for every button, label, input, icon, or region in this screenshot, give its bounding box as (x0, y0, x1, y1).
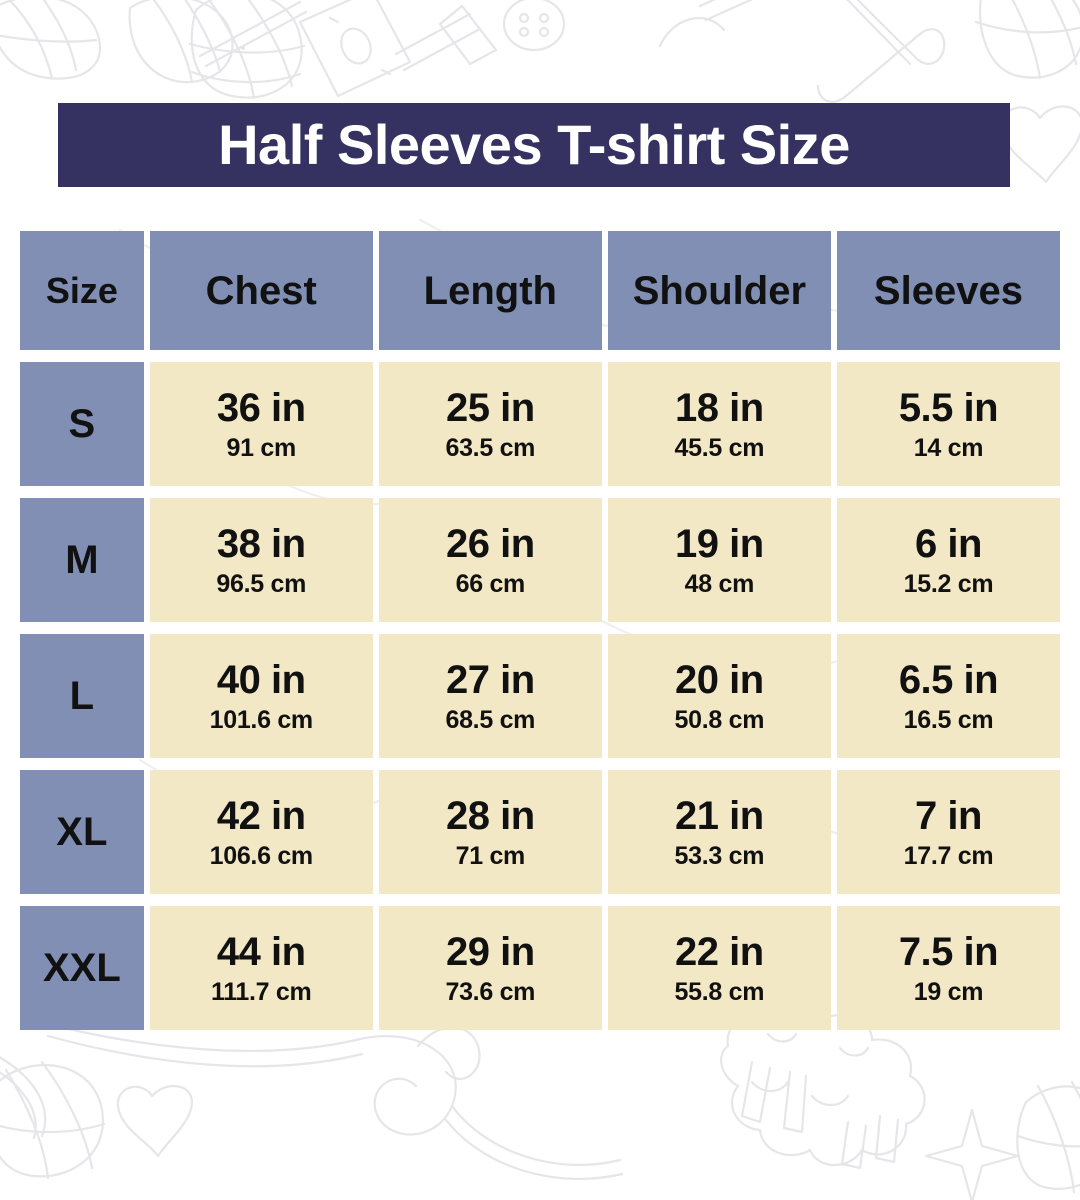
value-inches: 44 in (216, 929, 306, 974)
value-centimeters: 101.6 cm (209, 705, 314, 734)
value-inches: 40 in (216, 657, 306, 702)
yarn-ball-icon (188, 0, 306, 100)
cell-m-shoulder: 19 in 48 cm (607, 498, 831, 622)
table-row: XL 42 in 106.6 cm 28 in 71 cm 21 in 53.3… (20, 770, 1060, 894)
value-centimeters: 16.5 cm (903, 705, 994, 734)
value-inches: 27 in (445, 657, 535, 702)
column-header-chest: Chest (149, 231, 373, 350)
value-inches: 7 in (914, 793, 982, 838)
value-centimeters: 15.2 cm (903, 569, 994, 598)
heart-icon (1000, 105, 1080, 184)
value-inches: 36 in (216, 385, 306, 430)
cell-s-chest: 36 in 91 cm (149, 362, 373, 486)
cell-m-sleeves: 6 in 15.2 cm (836, 498, 1060, 622)
size-label-xxl: XXL (20, 906, 144, 1030)
cell-xxl-sleeves: 7.5 in 19 cm (836, 906, 1060, 1030)
value-inches: 28 in (445, 793, 535, 838)
cell-m-length: 26 in 66 cm (378, 498, 602, 622)
cell-xxl-length: 29 in 73.6 cm (378, 906, 602, 1030)
yarn-ball-icon (974, 0, 1080, 80)
size-label-xl: XL (20, 770, 144, 894)
value-inches: 26 in (445, 521, 535, 566)
knitting-needles-icon (128, 0, 308, 84)
yarn-ball-icon (0, 0, 101, 80)
value-inches: 19 in (675, 521, 764, 566)
cell-xl-chest: 42 in 106.6 cm (149, 770, 373, 894)
button-icon (502, 0, 566, 52)
value-centimeters: 73.6 cm (445, 977, 536, 1006)
yarn-ball-icon (1016, 1080, 1080, 1194)
heart-icon (116, 1084, 194, 1158)
cell-xl-shoulder: 21 in 53.3 cm (607, 770, 831, 894)
cell-s-sleeves: 5.5 in 14 cm (836, 362, 1060, 486)
knitting-needles-icon (658, 0, 754, 48)
value-centimeters: 91 cm (226, 433, 297, 462)
value-centimeters: 14 cm (913, 433, 984, 462)
size-chart-table: Size Chest Length Shoulder Sleeves S 36 … (14, 219, 1066, 1042)
column-header-sleeves: Sleeves (836, 231, 1060, 350)
value-centimeters: 96.5 cm (216, 569, 307, 598)
value-inches: 5.5 in (898, 385, 999, 430)
cell-m-chest: 38 in 96.5 cm (149, 498, 373, 622)
value-inches: 6.5 in (898, 657, 999, 702)
value-inches: 38 in (216, 521, 306, 566)
cell-s-shoulder: 18 in 45.5 cm (607, 362, 831, 486)
value-centimeters: 17.7 cm (903, 841, 994, 870)
cell-s-length: 25 in 63.5 cm (378, 362, 602, 486)
cell-l-shoulder: 20 in 50.8 cm (607, 634, 831, 758)
value-inches: 21 in (675, 793, 764, 838)
value-centimeters: 50.8 cm (674, 705, 765, 734)
table-row: L 40 in 101.6 cm 27 in 68.5 cm 20 in 50.… (20, 634, 1060, 758)
value-centimeters: 66 cm (455, 569, 526, 598)
size-label-l: L (20, 634, 144, 758)
cell-l-sleeves: 6.5 in 16.5 cm (836, 634, 1060, 758)
yarn-strand-icon (0, 1056, 47, 1140)
table-row: M 38 in 96.5 cm 26 in 66 cm 19 in 48 cm … (20, 498, 1060, 622)
value-inches: 29 in (445, 929, 535, 974)
column-header-shoulder: Shoulder (607, 231, 831, 350)
size-label-m: M (20, 498, 144, 622)
safety-pin-icon (816, 0, 946, 103)
size-label-s: S (20, 362, 144, 486)
value-centimeters: 55.8 cm (674, 977, 765, 1006)
value-centimeters: 63.5 cm (445, 433, 536, 462)
table-row: S 36 in 91 cm 25 in 63.5 cm 18 in 45.5 c… (20, 362, 1060, 486)
chart-title-bar: Half Sleeves T-shirt Size (58, 103, 1010, 187)
value-inches: 18 in (675, 385, 764, 430)
cell-l-chest: 40 in 101.6 cm (149, 634, 373, 758)
table-body: S 36 in 91 cm 25 in 63.5 cm 18 in 45.5 c… (20, 362, 1060, 1030)
knitting-needles-icon (38, 1020, 624, 1181)
value-inches: 25 in (445, 385, 535, 430)
cell-xxl-chest: 44 in 111.7 cm (149, 906, 373, 1030)
value-centimeters: 106.6 cm (209, 841, 314, 870)
value-inches: 6 in (914, 521, 982, 566)
header-row: Size Chest Length Shoulder Sleeves (20, 231, 1060, 350)
value-centimeters: 19 cm (913, 977, 984, 1006)
yarn-ball-icon (0, 1060, 106, 1180)
column-header-size: Size (20, 231, 144, 350)
value-centimeters: 45.5 cm (674, 433, 765, 462)
cell-xxl-shoulder: 22 in 55.8 cm (607, 906, 831, 1030)
table-header: Size Chest Length Shoulder Sleeves (20, 231, 1060, 350)
cell-l-length: 27 in 68.5 cm (378, 634, 602, 758)
value-centimeters: 68.5 cm (445, 705, 536, 734)
column-header-length: Length (378, 231, 602, 350)
value-inches: 20 in (675, 657, 764, 702)
page-title: Half Sleeves T-shirt Size (218, 113, 850, 176)
value-inches: 22 in (675, 929, 764, 974)
value-centimeters: 53.3 cm (674, 841, 765, 870)
value-inches: 7.5 in (898, 929, 999, 974)
value-centimeters: 71 cm (455, 841, 526, 870)
value-centimeters: 111.7 cm (210, 977, 312, 1006)
sparkle-icon (924, 1108, 1020, 1200)
table-row: XXL 44 in 111.7 cm 29 in 73.6 cm 22 in 5… (20, 906, 1060, 1030)
value-inches: 42 in (216, 793, 306, 838)
cell-xl-length: 28 in 71 cm (378, 770, 602, 894)
thread-spool-icon (298, 0, 498, 98)
cell-xl-sleeves: 7 in 17.7 cm (836, 770, 1060, 894)
value-centimeters: 48 cm (684, 569, 755, 598)
